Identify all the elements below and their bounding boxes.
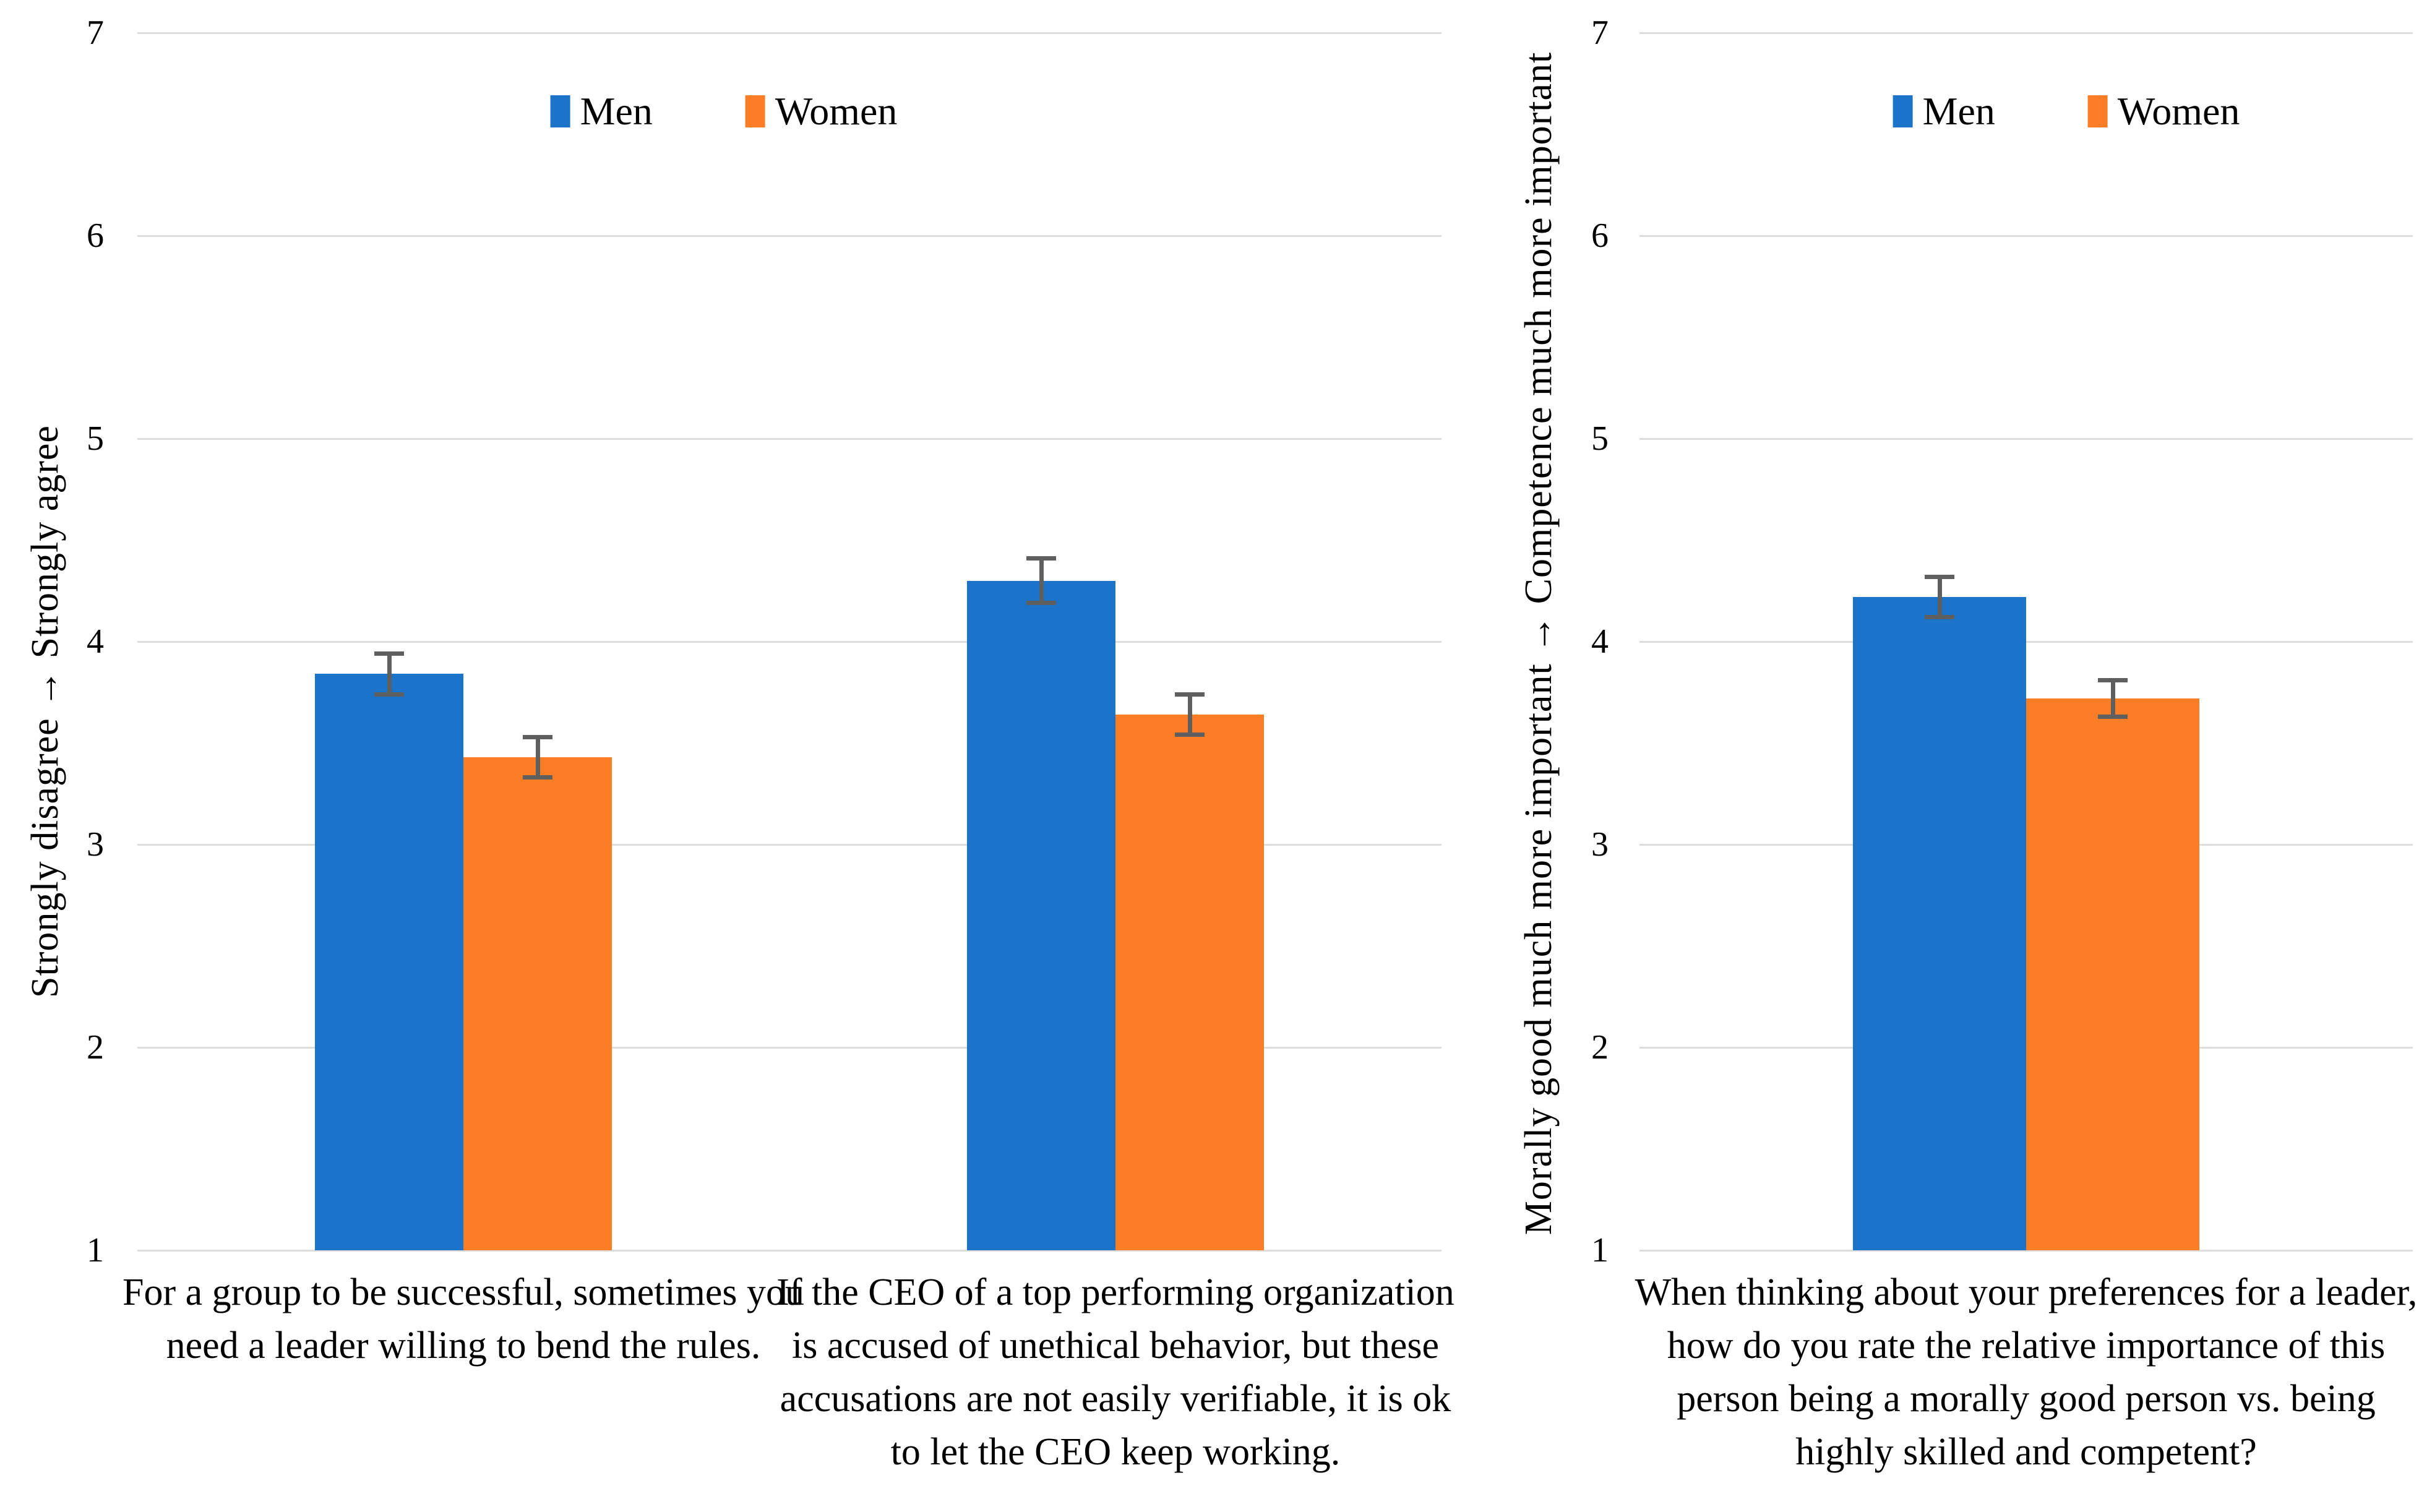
legend-left: Men Women: [550, 89, 897, 133]
y-tick-6: 6: [1591, 217, 1609, 255]
y-tick-7: 7: [1591, 14, 1609, 52]
gridline-7: [1639, 32, 2413, 34]
legend-right: Men Women: [1893, 92, 2240, 131]
y-tick-6: 6: [87, 217, 104, 255]
y-tick-4: 4: [1591, 622, 1609, 661]
bar-group-1: [315, 33, 612, 1250]
gridline-3: [137, 844, 1442, 846]
y-axis-title-left: Strongly disagree → Strongly agree: [24, 425, 66, 998]
y-tick-7: 7: [87, 14, 104, 52]
gridline-1: [137, 1250, 1442, 1252]
error-bar-cap-top: [523, 734, 552, 739]
error-bar-cap-top: [2098, 677, 2128, 682]
error-bar-cap-bottom: [374, 692, 404, 697]
bar-women-2: [1115, 715, 1264, 1250]
plot-area-right: [1639, 32, 2413, 1252]
women-swatch-icon: [2087, 95, 2108, 127]
bar-women-1: [2026, 698, 2199, 1250]
plot-area-left: [137, 32, 1442, 1252]
legend-label-women: Women: [775, 89, 898, 133]
y-tick-3: 3: [87, 825, 104, 864]
gridline-2: [137, 1047, 1442, 1049]
legend-item-women: Women: [2087, 89, 2240, 133]
bar-men-1: [1853, 596, 2026, 1250]
bar-women-1: [463, 757, 612, 1250]
women-swatch-icon: [745, 95, 765, 127]
y-tick-5: 5: [87, 419, 104, 458]
error-bar-cap-top: [1026, 556, 1056, 561]
error-bar-cap-top: [1925, 574, 1954, 579]
legend-label-men: Men: [580, 89, 653, 133]
y-tick-2: 2: [87, 1028, 104, 1067]
gridline-1: [1639, 1250, 2413, 1252]
error-bar-cap-bottom: [1925, 615, 1954, 620]
error-bar-men-2: [1039, 558, 1044, 603]
gridline-6: [1639, 235, 2413, 237]
category-caption-1: When thinking about your preferences for…: [1635, 1271, 2418, 1473]
error-bar-cap-top: [1175, 692, 1205, 697]
y-tick-2: 2: [1591, 1028, 1609, 1067]
error-bar-cap-bottom: [523, 775, 552, 780]
y-tick-1: 1: [1591, 1231, 1609, 1269]
legend-label-men: Men: [1922, 89, 1995, 133]
error-bar-women-1: [2110, 680, 2115, 717]
bar-men-1: [315, 674, 463, 1250]
gridline-4: [1639, 641, 2413, 643]
y-tick-4: 4: [87, 622, 104, 661]
gridline-5: [1639, 438, 2413, 440]
men-swatch-icon: [1893, 95, 1913, 127]
legend-item-women: Women: [745, 92, 897, 131]
men-swatch-icon: [550, 95, 570, 127]
bar-group-1: [1853, 33, 2199, 1250]
error-bar-cap-top: [374, 651, 404, 656]
legend-item-men: Men: [1893, 92, 1995, 131]
gridline-5: [137, 438, 1442, 440]
y-tick-3: 3: [1591, 825, 1609, 864]
error-bar-cap-bottom: [1175, 732, 1205, 737]
error-bar-women-2: [1187, 694, 1192, 735]
error-bar-women-1: [535, 737, 540, 778]
gridline-4: [137, 641, 1442, 643]
bar-group-2: [967, 33, 1264, 1250]
error-bar-cap-bottom: [1026, 601, 1056, 606]
y-tick-5: 5: [1591, 419, 1609, 458]
error-bar-men-1: [387, 653, 392, 695]
category-caption-2: If the CEO of a top performing organizat…: [776, 1271, 1454, 1473]
category-caption-1: For a group to be successful, sometimes …: [122, 1271, 805, 1367]
legend-label-women: Women: [2117, 89, 2240, 133]
gridline-7: [137, 32, 1442, 34]
bar-men-2: [967, 580, 1115, 1250]
error-bar-cap-bottom: [2098, 714, 2128, 719]
gridline-6: [137, 235, 1442, 237]
y-tick-1: 1: [87, 1231, 104, 1269]
error-bar-men-1: [1937, 577, 1942, 617]
legend-item-men: Men: [550, 89, 653, 133]
